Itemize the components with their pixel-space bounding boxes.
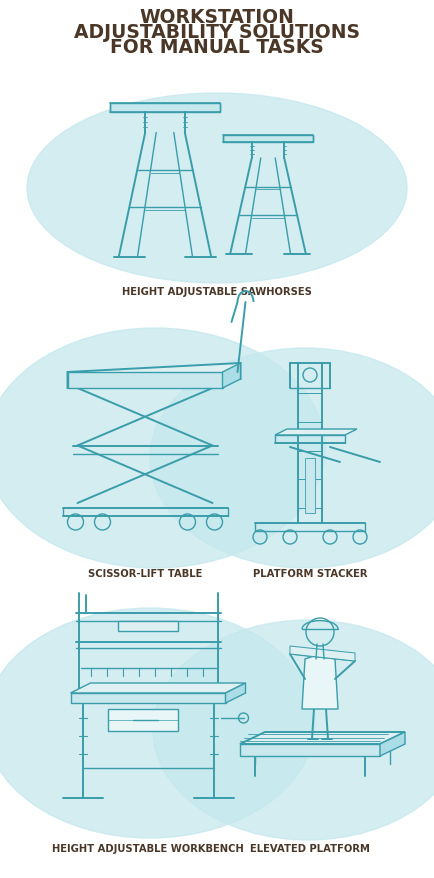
Text: SCISSOR-LIFT TABLE: SCISSOR-LIFT TABLE: [88, 568, 202, 579]
Polygon shape: [240, 732, 405, 745]
Text: HEIGHT ADJUSTABLE WORKBENCH: HEIGHT ADJUSTABLE WORKBENCH: [52, 843, 244, 853]
Bar: [118, 622, 178, 631]
Polygon shape: [68, 372, 223, 389]
Polygon shape: [275, 429, 357, 435]
Polygon shape: [290, 646, 355, 661]
Polygon shape: [302, 654, 338, 709]
Bar: [305, 458, 315, 514]
Polygon shape: [70, 694, 226, 703]
Polygon shape: [240, 745, 380, 756]
Polygon shape: [380, 732, 405, 756]
Ellipse shape: [0, 328, 325, 568]
Text: FOR MANUAL TASKS: FOR MANUAL TASKS: [110, 38, 324, 56]
Text: ADJUSTABILITY SOLUTIONS: ADJUSTABILITY SOLUTIONS: [74, 23, 360, 41]
Text: ELEVATED PLATFORM: ELEVATED PLATFORM: [250, 843, 370, 853]
Polygon shape: [223, 136, 313, 142]
Polygon shape: [226, 683, 246, 703]
Ellipse shape: [150, 349, 434, 568]
Text: HEIGHT ADJUSTABLE SAWHORSES: HEIGHT ADJUSTABLE SAWHORSES: [122, 287, 312, 297]
Bar: [108, 709, 178, 731]
Text: PLATFORM STACKER: PLATFORM STACKER: [253, 568, 367, 579]
Ellipse shape: [153, 620, 434, 840]
Polygon shape: [70, 683, 246, 694]
Ellipse shape: [27, 94, 407, 284]
Polygon shape: [110, 104, 220, 112]
Text: WORKSTATION: WORKSTATION: [140, 8, 294, 26]
Ellipse shape: [0, 608, 315, 838]
Polygon shape: [223, 363, 240, 389]
Polygon shape: [68, 363, 240, 389]
